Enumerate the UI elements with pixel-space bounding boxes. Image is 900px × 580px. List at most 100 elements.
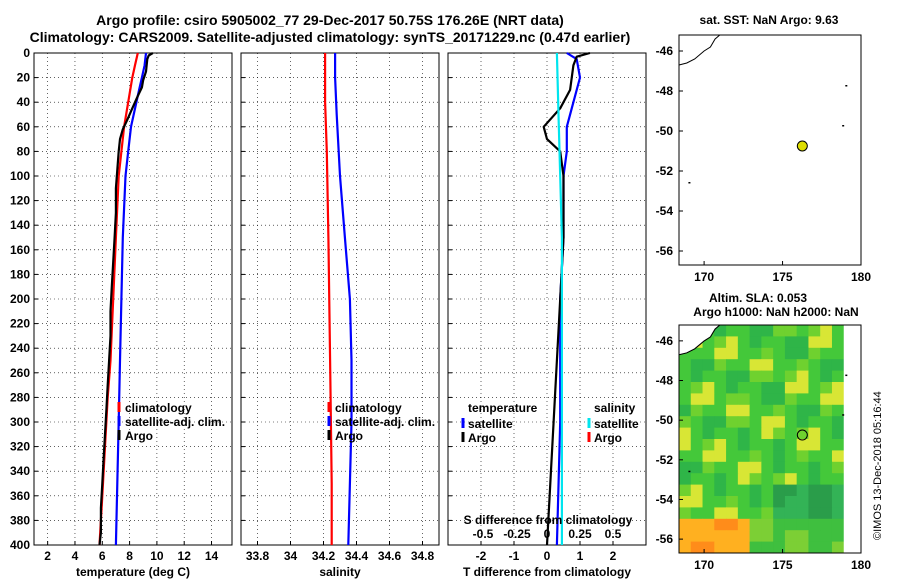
sla-cell xyxy=(831,393,845,406)
x-tick-label: 1 xyxy=(577,549,584,563)
sla-cell xyxy=(761,507,774,520)
sla-cell xyxy=(714,439,727,451)
x-tick-label: 14 xyxy=(205,549,219,563)
sla-cell xyxy=(702,450,715,463)
sla-cell xyxy=(784,370,798,383)
sla-cell xyxy=(726,416,739,429)
lon-tick-label: 175 xyxy=(773,270,793,284)
sla-cell xyxy=(796,336,809,349)
sla-cell xyxy=(761,473,774,486)
lon-tick-label: 170 xyxy=(694,558,714,572)
sla-cell xyxy=(784,473,798,486)
lat-tick-label: -54 xyxy=(656,492,674,506)
sla-cell xyxy=(737,541,751,554)
sla-cell xyxy=(679,530,692,543)
sla-cell xyxy=(784,427,798,440)
sla-cell xyxy=(702,370,715,383)
sla-cell xyxy=(679,416,692,429)
x-tick-label: 2 xyxy=(610,549,617,563)
sla-cell xyxy=(702,461,715,474)
sla-cell xyxy=(796,541,809,554)
lon-tick-label: 180 xyxy=(851,270,871,284)
legend-label: climatology xyxy=(335,401,402,415)
island xyxy=(842,414,845,416)
sla-cell xyxy=(726,404,739,417)
sla-cell xyxy=(784,518,798,531)
figure-title-line2: Climatology: CARS2009. Satellite-adjuste… xyxy=(29,29,631,45)
sla-cell xyxy=(749,541,762,554)
x-tick-label: -2 xyxy=(476,549,487,563)
depth-tick-label: 120 xyxy=(10,194,30,208)
secondary-axis-label: S difference from climatology xyxy=(464,513,633,527)
sla-cell xyxy=(808,484,821,497)
sla-cell xyxy=(726,450,739,463)
sla-cell xyxy=(773,450,786,463)
sla-cell xyxy=(831,416,845,429)
legend-label: Argo xyxy=(594,431,622,445)
sla-cell xyxy=(690,427,704,440)
sla-cell xyxy=(749,370,762,383)
s-tick-label: 0.5 xyxy=(605,527,622,541)
sla-cell xyxy=(690,404,704,417)
sla-cell xyxy=(761,439,774,451)
sla-cell xyxy=(808,325,821,337)
sla-cell xyxy=(820,461,833,474)
sla-cell xyxy=(714,416,727,429)
depth-tick-label: 240 xyxy=(10,341,30,355)
lat-tick-label: -46 xyxy=(656,334,674,348)
map-frame xyxy=(678,34,862,266)
sla-cell xyxy=(831,496,845,508)
sla-cell xyxy=(726,541,739,554)
imos-stamp: ©IMOS 13-Dec-2018 05:16:44 xyxy=(872,391,884,540)
sla-cell xyxy=(690,518,704,531)
sla-cell xyxy=(820,496,833,508)
sla-cell xyxy=(737,439,751,451)
s-tick-label: -0.5 xyxy=(473,527,494,541)
sla-cell xyxy=(737,484,751,497)
sla-cell xyxy=(820,382,833,394)
sla-cell xyxy=(737,518,751,531)
sla-cell xyxy=(784,530,798,543)
sla-cell xyxy=(737,427,751,440)
temperature-panel: 0 20 40 60 80 100 120 140 160 180 200 220 240 260 280 3… xyxy=(10,46,233,579)
sla-cell xyxy=(702,496,715,508)
sla-cell xyxy=(831,473,845,486)
series-line-argo xyxy=(98,52,154,546)
sla-cell xyxy=(679,404,692,417)
sla-cell xyxy=(702,382,715,394)
sla-cell xyxy=(820,541,833,554)
sla-cell xyxy=(690,507,704,520)
x-tick-label: 12 xyxy=(178,549,192,563)
depth-tick-label: 340 xyxy=(10,464,30,478)
sla-cell xyxy=(831,427,845,440)
sla-cell xyxy=(702,439,715,451)
sla-cell xyxy=(761,541,774,554)
sla-nodata-region xyxy=(843,325,861,553)
sla-cell xyxy=(831,541,845,554)
sla-cell xyxy=(773,347,786,360)
sla-cell xyxy=(796,484,809,497)
legend-label: satellite xyxy=(468,417,513,431)
sla-cell xyxy=(808,336,821,349)
sla-cell xyxy=(679,427,692,440)
sla-cell xyxy=(690,393,704,406)
sla-cell xyxy=(737,416,751,429)
depth-tick-label: 140 xyxy=(10,218,30,232)
sla-cell xyxy=(773,427,786,440)
sla-cell xyxy=(690,416,704,429)
sla-cell xyxy=(726,382,739,394)
series-line-climatology xyxy=(324,53,333,545)
sla-cell xyxy=(702,393,715,406)
sla-cell xyxy=(820,347,833,360)
sla-cell xyxy=(820,336,833,349)
sla-cell xyxy=(784,336,798,349)
profile-location-marker xyxy=(796,429,808,441)
sla-cell xyxy=(831,439,845,451)
sla-cell xyxy=(820,370,833,383)
lat-tick-label: -48 xyxy=(656,374,674,388)
sla-cell xyxy=(690,347,704,360)
sla-cell xyxy=(726,461,739,474)
island xyxy=(845,374,848,377)
sla-cell xyxy=(820,325,833,337)
